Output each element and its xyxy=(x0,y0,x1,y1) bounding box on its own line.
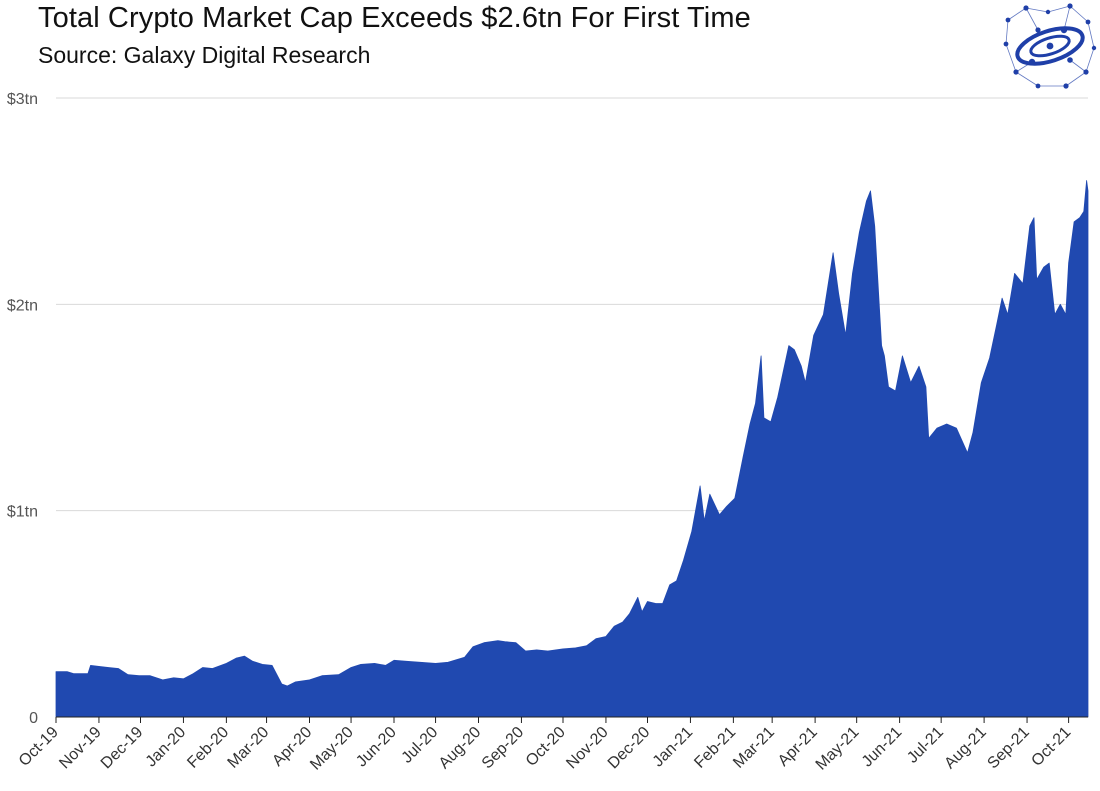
y-tick-label: 0 xyxy=(29,710,38,727)
y-axis-labels: 0 $1tn $2tn $3tn xyxy=(7,91,38,727)
y-tick-label: $1tn xyxy=(7,504,38,521)
x-tick-label: Jan-21 xyxy=(650,724,697,771)
x-tick-label: Oct-21 xyxy=(1028,724,1074,770)
x-axis xyxy=(55,716,1088,723)
chart-subtitle: Source: Galaxy Digital Research xyxy=(38,42,371,68)
y-tick-label: $2tn xyxy=(7,297,38,314)
x-tick-label: Dec-20 xyxy=(605,724,654,773)
x-tick-label: Feb-20 xyxy=(184,724,232,772)
x-tick-label: May-21 xyxy=(813,724,863,774)
x-tick-label: Jun-20 xyxy=(353,724,400,771)
x-tick-label: Mar-20 xyxy=(225,724,273,772)
x-tick-label: Sep-21 xyxy=(984,724,1033,773)
x-tick-label: Sep-20 xyxy=(479,724,528,773)
x-tick-label: Mar-21 xyxy=(730,724,778,772)
x-tick-label: Oct-19 xyxy=(16,724,62,770)
x-tick-label: Oct-20 xyxy=(523,724,569,770)
x-tick-label: May-20 xyxy=(307,724,357,774)
x-tick-label: Jan-20 xyxy=(143,724,190,771)
galaxy-digital-logo-icon xyxy=(1003,3,1097,89)
series-area xyxy=(55,180,1089,718)
chart-title: Total Crypto Market Cap Exceeds $2.6tn F… xyxy=(38,2,751,34)
x-tick-label: Dec-19 xyxy=(98,724,147,773)
x-tick-label: Aug-21 xyxy=(941,724,990,773)
y-tick-label: $3tn xyxy=(7,91,38,108)
x-tick-label: Nov-19 xyxy=(56,724,105,773)
x-axis-labels: Oct-19Nov-19Dec-19Jan-20Feb-20Mar-20Apr-… xyxy=(16,724,1075,774)
x-tick-label: Jun-21 xyxy=(859,724,906,771)
x-tick-label: Feb-21 xyxy=(691,724,739,772)
x-tick-label: Nov-20 xyxy=(563,724,612,773)
market-cap-area xyxy=(55,180,1089,718)
x-tick-label: Aug-20 xyxy=(436,724,485,773)
